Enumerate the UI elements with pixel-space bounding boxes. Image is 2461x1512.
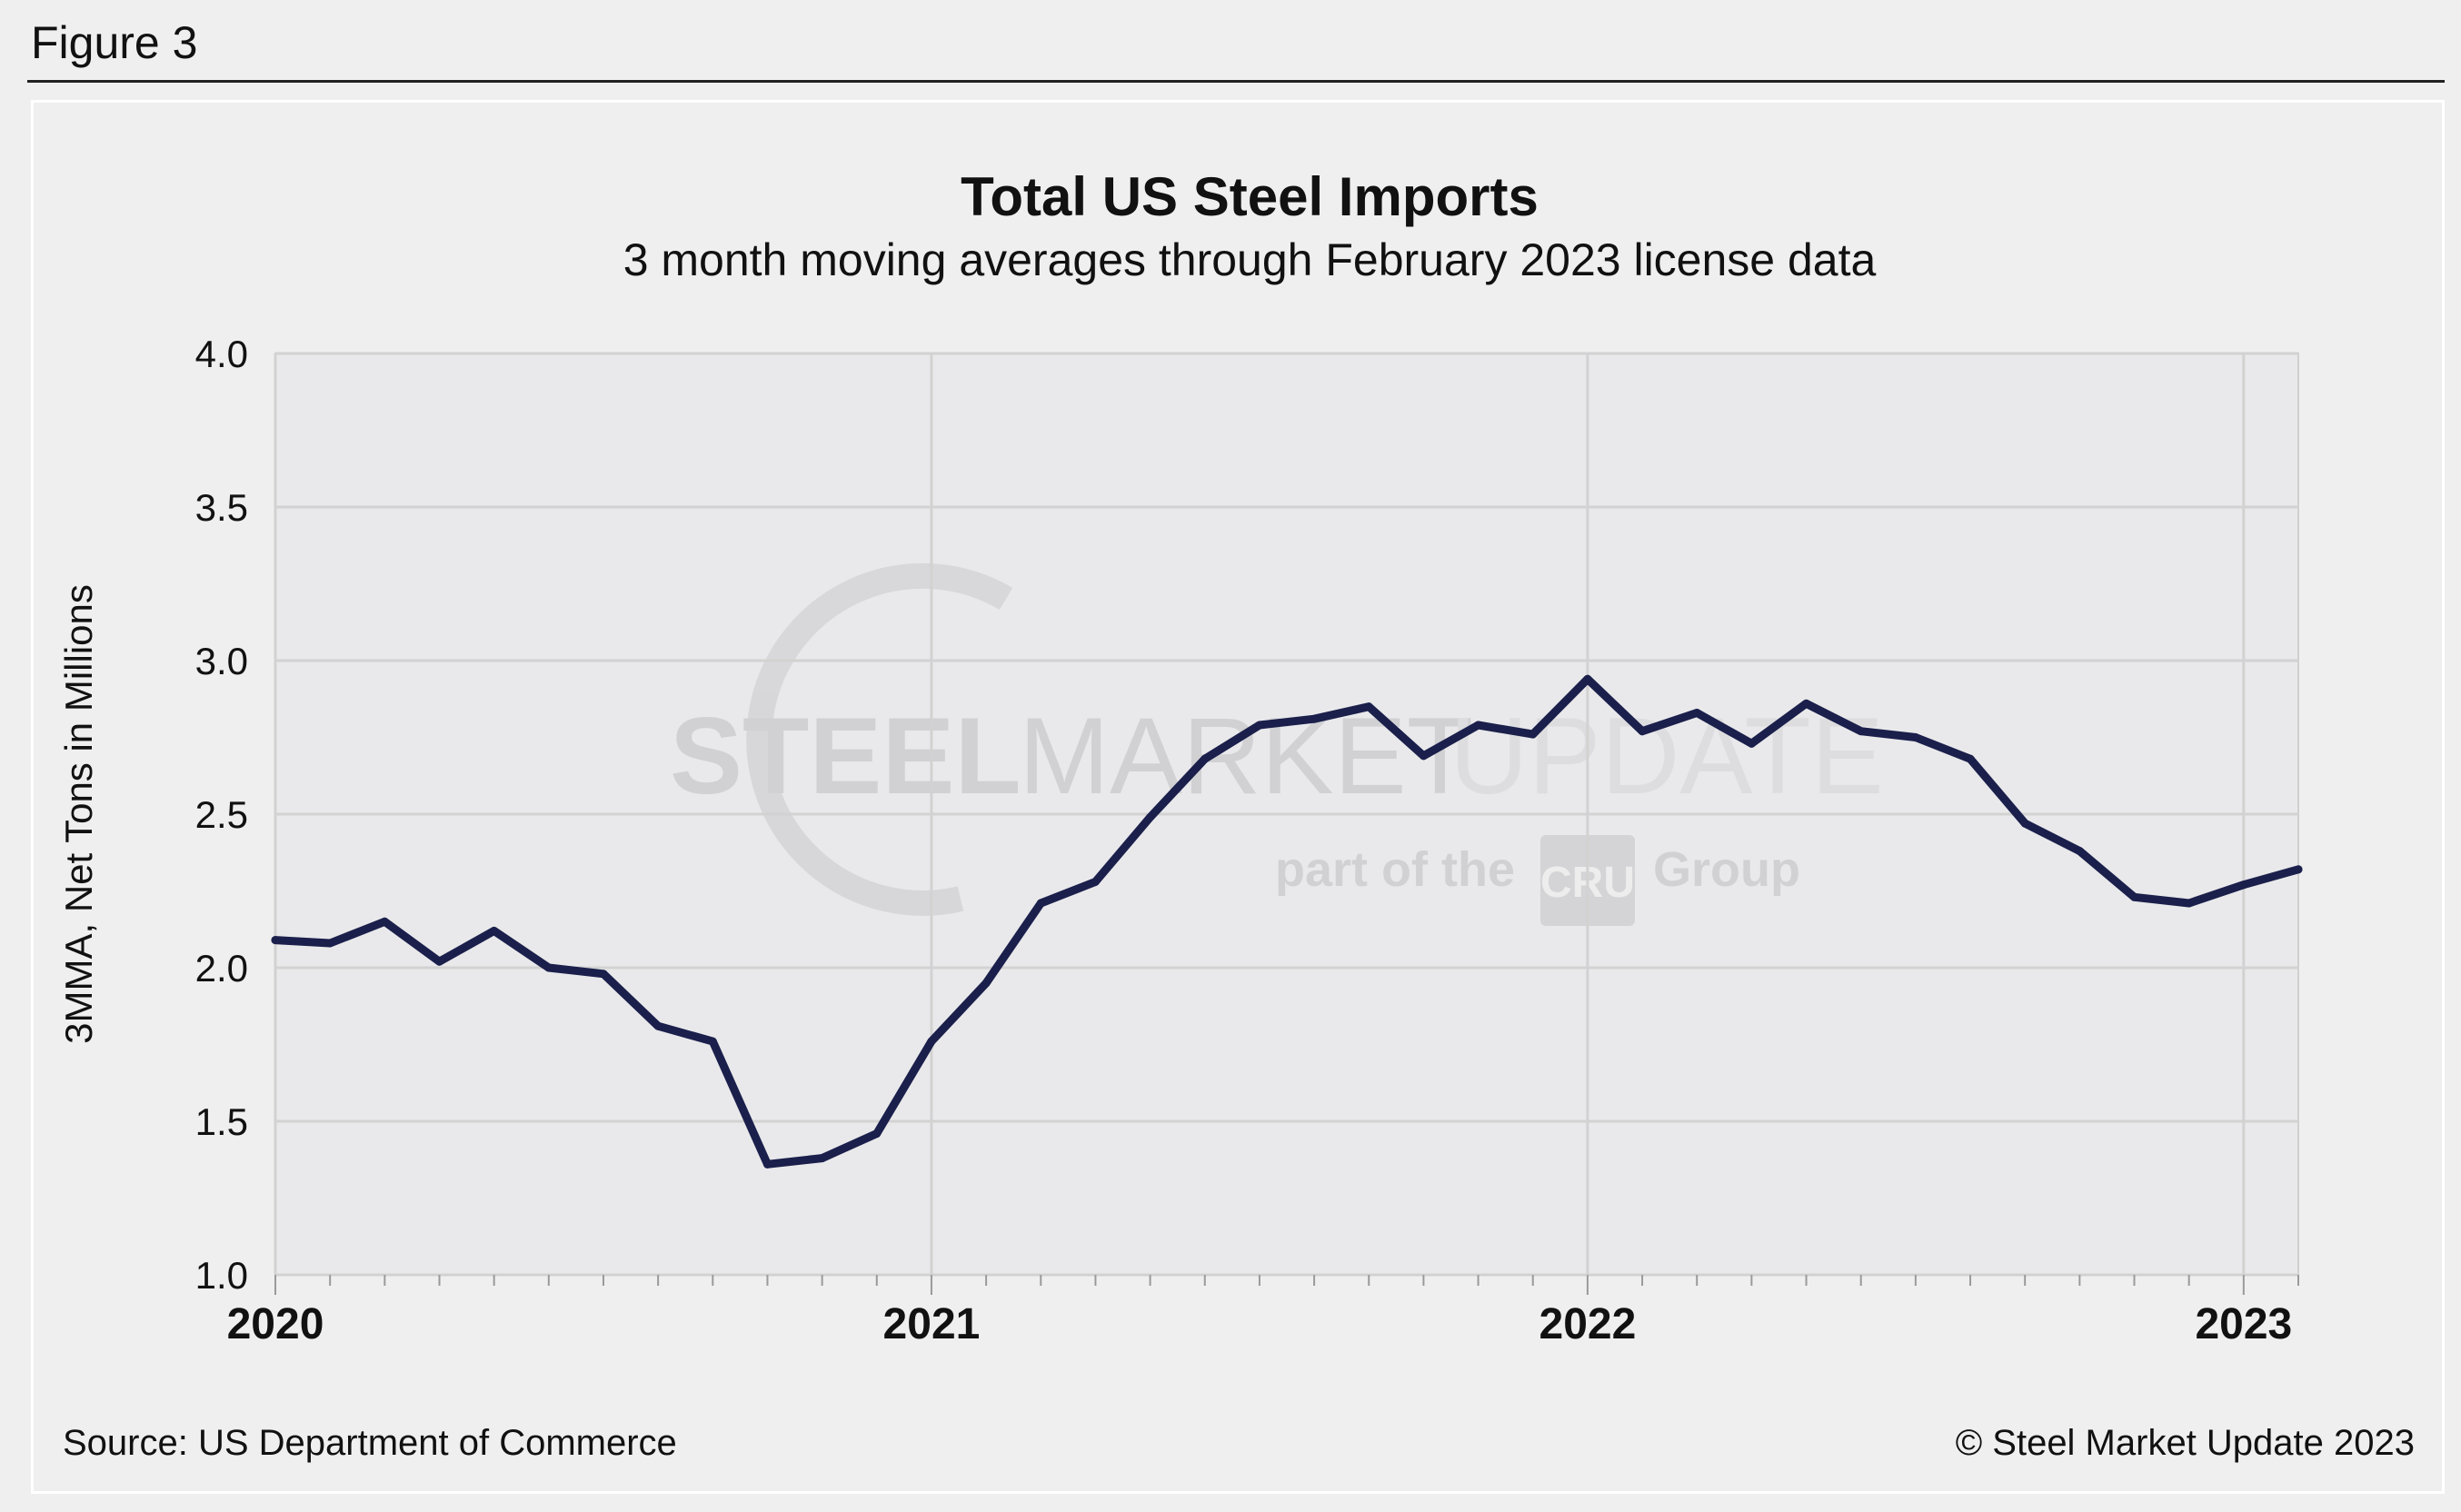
figure-label: Figure 3	[31, 17, 198, 68]
y-tick-label: 2.5	[195, 793, 248, 836]
y-axis-title: 3MMA, Net Tons in Millions	[57, 584, 100, 1044]
series-line	[271, 674, 2303, 1169]
data-point	[1529, 730, 1538, 739]
x-tick-label: 2023	[2195, 1300, 2292, 1348]
x-tick-label: 2022	[1539, 1300, 1637, 1348]
grid-lines	[274, 352, 2298, 1277]
data-point	[1255, 721, 1264, 730]
watermark-part-of: part of the	[1275, 842, 1515, 897]
data-point	[1802, 699, 1811, 708]
data-point	[653, 1021, 663, 1030]
data-point	[927, 1037, 936, 1046]
data-point	[490, 926, 499, 935]
series-layer	[271, 674, 2303, 1169]
watermark-steel: STEEL	[670, 695, 1021, 817]
data-point	[1911, 733, 1920, 741]
data-point	[1692, 708, 1701, 717]
x-tick-label: 2020	[227, 1300, 324, 1348]
copyright-note: © Steel Market Update 2023	[1956, 1423, 2415, 1463]
watermark-swoosh	[746, 562, 1013, 916]
data-point	[708, 1037, 717, 1046]
data-point	[1201, 754, 1210, 763]
x-tick-label: 2021	[883, 1300, 981, 1348]
data-point	[2075, 847, 2084, 856]
data-point	[981, 979, 991, 988]
data-point	[1966, 754, 1975, 763]
y-tick-labels: 1.0 1.5 2.0 2.5 3.0 3.5 4.0	[195, 333, 248, 1297]
data-point	[325, 939, 334, 948]
data-point	[434, 957, 443, 966]
watermark-update: UPDATE	[1450, 695, 1884, 817]
data-point	[1583, 674, 1592, 683]
data-point	[599, 970, 608, 979]
watermark-group: Group	[1653, 842, 1800, 897]
data-point	[380, 917, 389, 926]
data-point	[872, 1129, 882, 1139]
data-point	[818, 1154, 827, 1163]
data-point	[762, 1159, 772, 1169]
y-tick-label: 2.0	[195, 947, 248, 990]
data-point	[544, 963, 553, 972]
data-point	[1146, 812, 1155, 821]
data-point	[1857, 727, 1866, 736]
watermark-market: MARKET	[1019, 695, 1473, 817]
x-tick-labels: 2020 2021 2022 2023	[227, 1300, 2293, 1348]
y-tick-label: 4.0	[195, 333, 248, 375]
chart-title: Total US Steel Imports	[961, 166, 1539, 227]
data-point	[1036, 899, 1045, 908]
y-tick-label: 3.0	[195, 640, 248, 682]
y-tick-label: 1.5	[195, 1100, 248, 1143]
data-point	[1364, 702, 1373, 711]
line-chart: Total US Steel Imports 3 month moving av…	[57, 166, 2415, 1463]
y-tick-label: 1.0	[195, 1254, 248, 1297]
data-point	[1638, 727, 1647, 736]
data-point	[2130, 892, 2139, 901]
axis-ticks	[274, 1275, 2299, 1295]
data-point	[1747, 739, 1756, 748]
data-point	[1474, 721, 1483, 730]
data-point	[2294, 865, 2303, 874]
data-point	[2239, 880, 2248, 890]
data-point	[2020, 819, 2029, 828]
chart-panel: Total US Steel Imports 3 month moving av…	[31, 100, 2445, 1494]
data-point	[1091, 877, 1100, 886]
data-point	[1310, 714, 1319, 723]
data-point	[2185, 899, 2194, 908]
data-point	[271, 936, 280, 945]
top-rule	[27, 80, 2445, 83]
data-point	[1419, 751, 1428, 761]
y-tick-label: 3.5	[195, 486, 248, 529]
source-note: Source: US Department of Commerce	[63, 1423, 677, 1463]
chart-subtitle: 3 month moving averages through February…	[623, 234, 1877, 285]
